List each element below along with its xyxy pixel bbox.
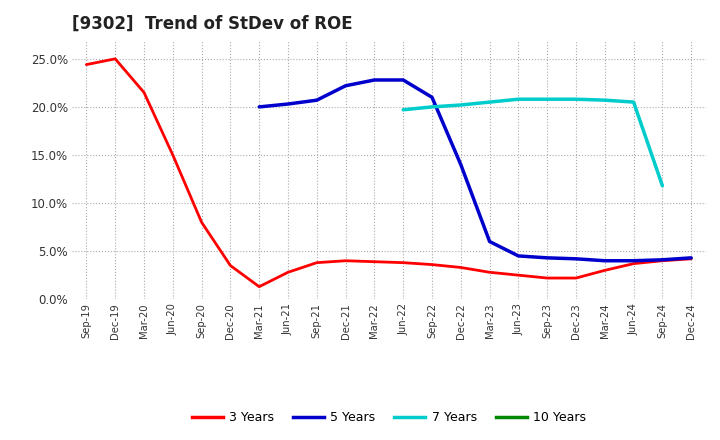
7 Years — [572, 96, 580, 102]
5 Years — [543, 255, 552, 260]
5 Years — [399, 77, 408, 83]
7 Years — [485, 99, 494, 105]
5 Years — [370, 77, 379, 83]
7 Years — [658, 183, 667, 188]
5 Years — [312, 98, 321, 103]
5 Years — [428, 95, 436, 100]
3 Years — [111, 56, 120, 62]
3 Years — [197, 220, 206, 225]
3 Years — [600, 268, 609, 273]
3 Years — [399, 260, 408, 265]
Line: 5 Years: 5 Years — [259, 80, 691, 261]
7 Years — [543, 96, 552, 102]
3 Years — [82, 62, 91, 67]
3 Years — [140, 90, 148, 95]
3 Years — [284, 270, 292, 275]
3 Years — [687, 256, 696, 261]
3 Years — [572, 275, 580, 281]
3 Years — [485, 270, 494, 275]
7 Years — [428, 104, 436, 110]
3 Years — [456, 265, 465, 270]
5 Years — [629, 258, 638, 264]
3 Years — [514, 272, 523, 278]
5 Years — [456, 162, 465, 167]
5 Years — [514, 253, 523, 259]
7 Years — [456, 103, 465, 108]
3 Years — [658, 258, 667, 264]
5 Years — [255, 104, 264, 110]
3 Years — [629, 261, 638, 266]
Legend: 3 Years, 5 Years, 7 Years, 10 Years: 3 Years, 5 Years, 7 Years, 10 Years — [186, 407, 591, 429]
Text: [9302]  Trend of StDev of ROE: [9302] Trend of StDev of ROE — [72, 15, 353, 33]
5 Years — [572, 256, 580, 261]
3 Years — [428, 262, 436, 267]
Line: 3 Years: 3 Years — [86, 59, 691, 287]
3 Years — [255, 284, 264, 290]
5 Years — [284, 101, 292, 106]
5 Years — [600, 258, 609, 264]
3 Years — [543, 275, 552, 281]
Line: 7 Years: 7 Years — [403, 99, 662, 186]
3 Years — [226, 263, 235, 268]
5 Years — [687, 255, 696, 260]
5 Years — [341, 83, 350, 88]
3 Years — [370, 259, 379, 264]
3 Years — [168, 152, 177, 158]
3 Years — [341, 258, 350, 264]
5 Years — [485, 239, 494, 244]
7 Years — [629, 99, 638, 105]
7 Years — [399, 107, 408, 113]
7 Years — [600, 98, 609, 103]
5 Years — [658, 257, 667, 262]
3 Years — [312, 260, 321, 265]
7 Years — [514, 96, 523, 102]
